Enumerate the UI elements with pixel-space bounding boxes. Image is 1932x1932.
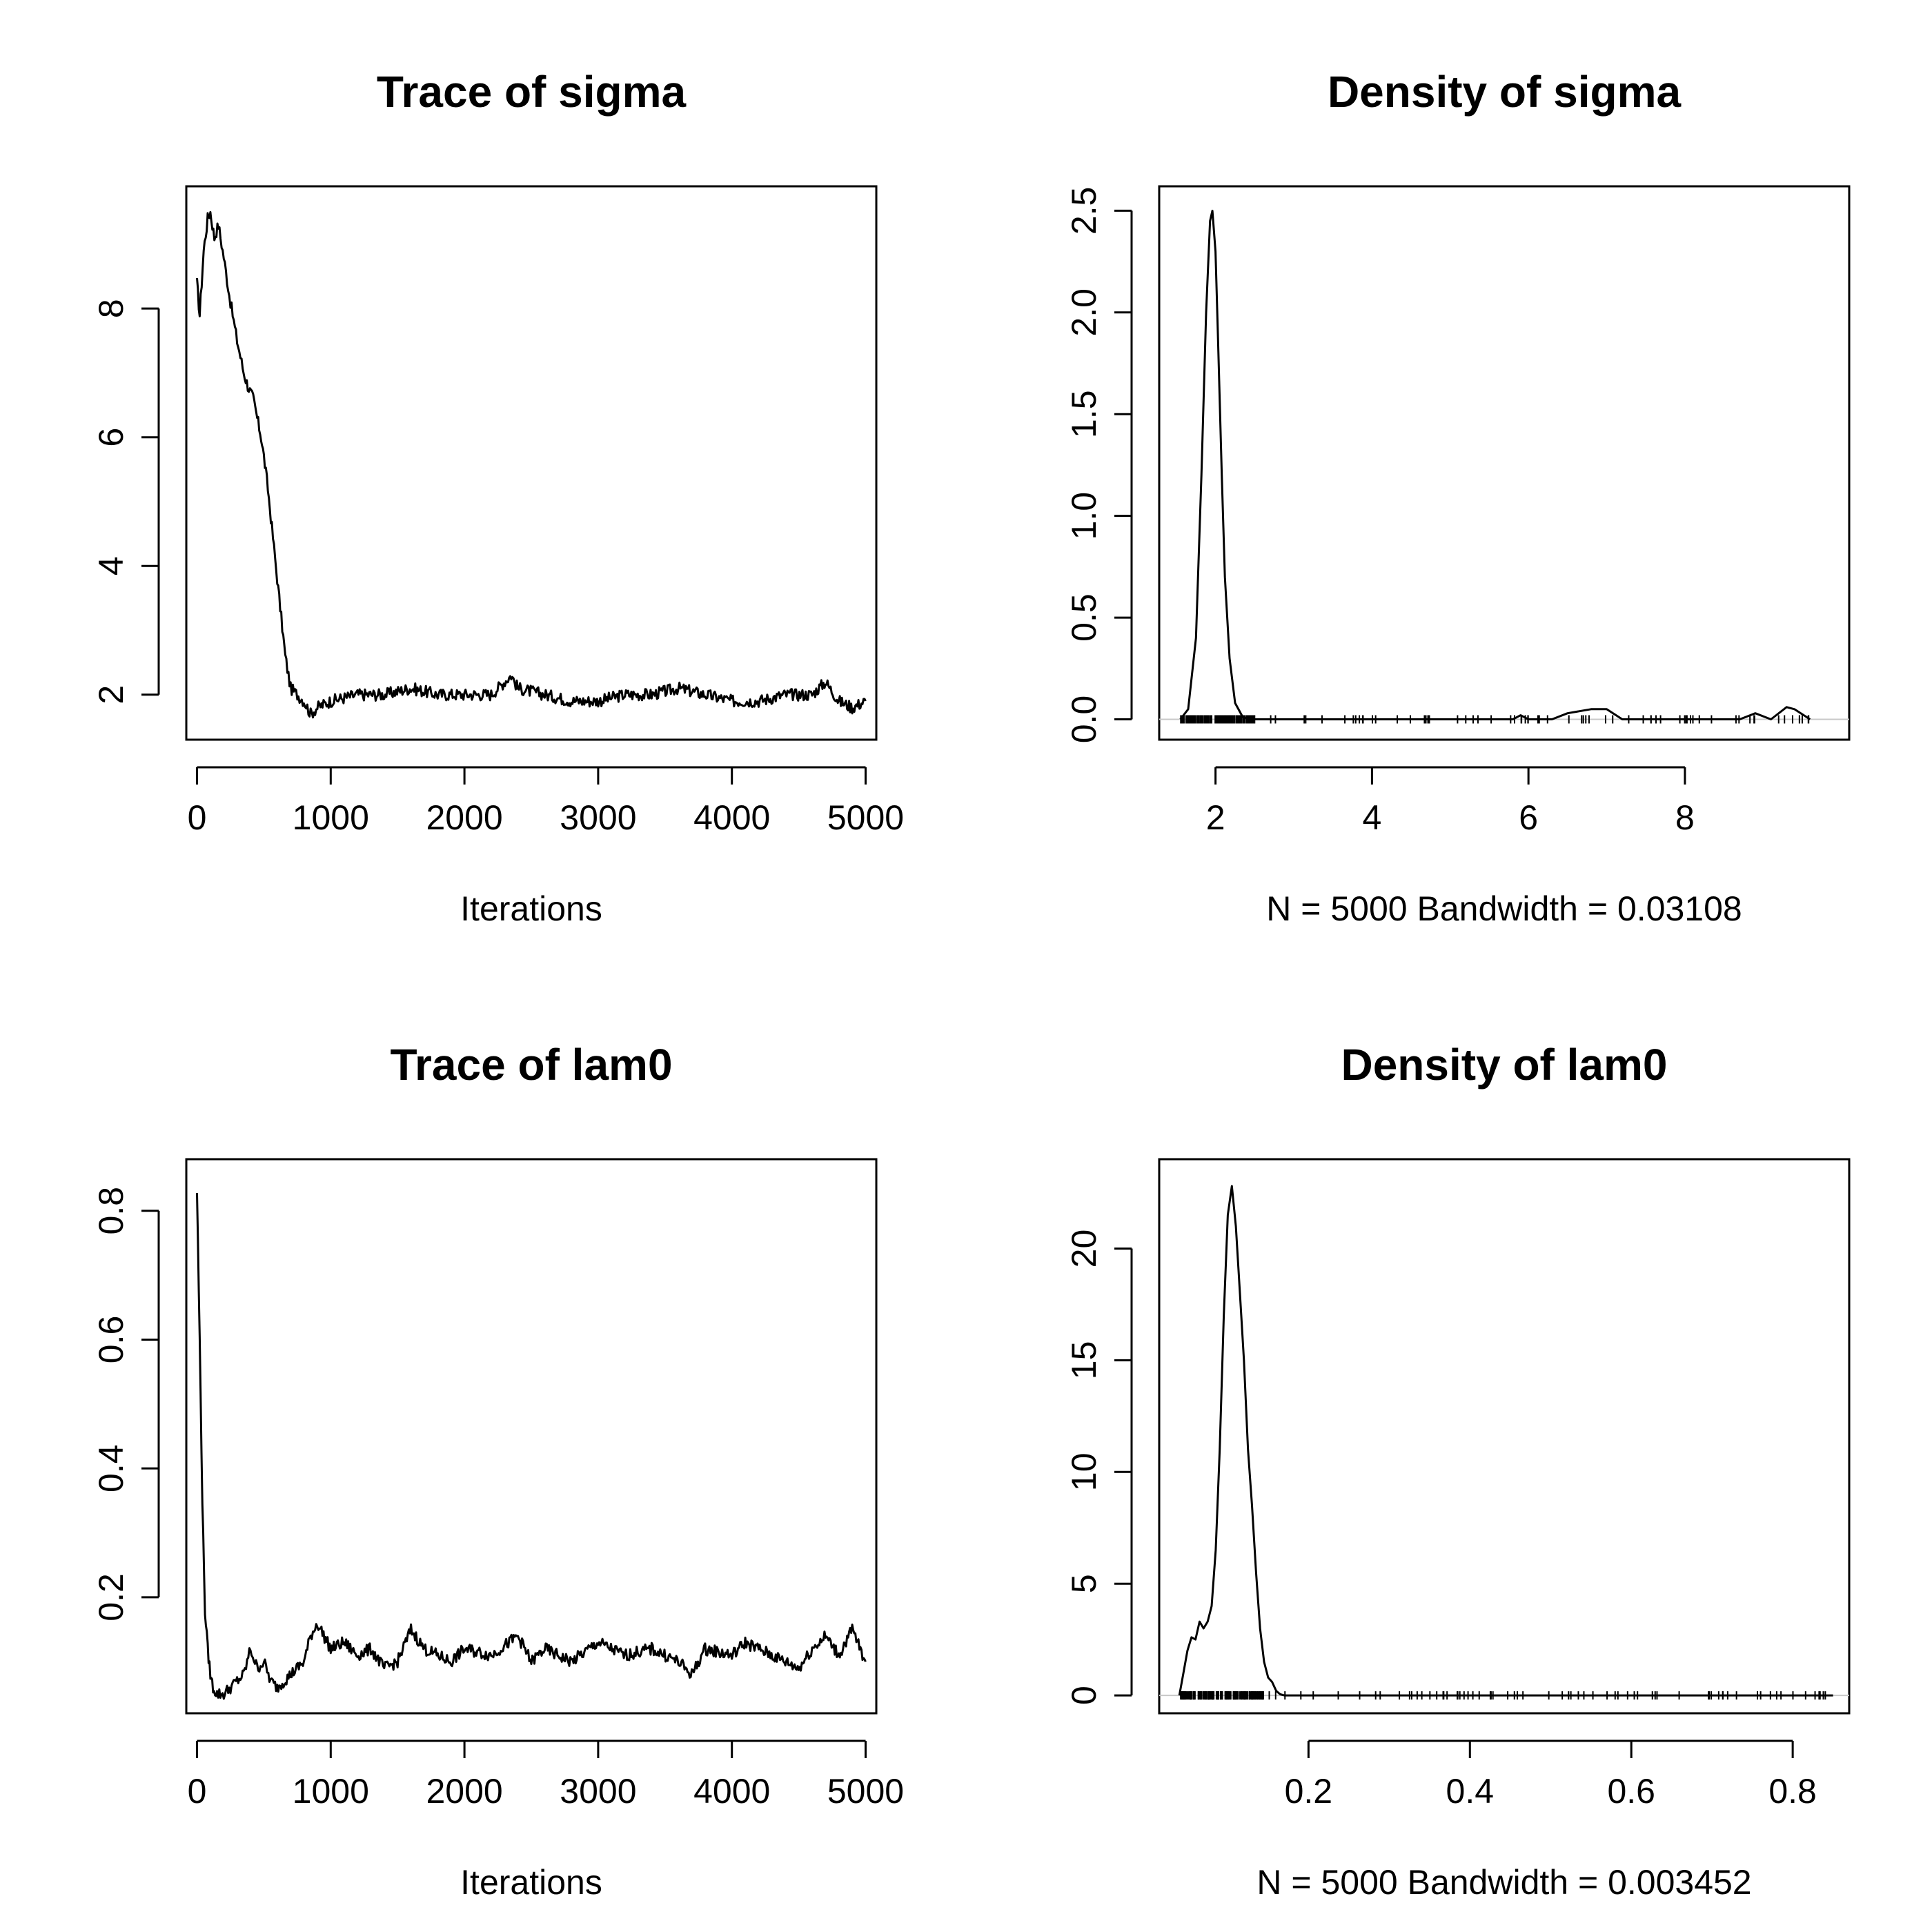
- x-tick-label: 6: [1519, 798, 1538, 837]
- y-tick-label: 1.0: [1065, 492, 1103, 540]
- x-tick-label: 2: [1206, 798, 1225, 837]
- y-tick-label: 2: [92, 685, 130, 704]
- x-tick-label: 8: [1675, 798, 1695, 837]
- y-tick-label: 2.5: [1065, 187, 1103, 235]
- panel-1: Density of sigma 2 4 6 8 0.0 0.5 1.0 1.5 2.0 2.5 N …: [1065, 67, 1851, 928]
- rug-marks: [1180, 1691, 1826, 1700]
- series-line: [196, 1193, 867, 1700]
- x-tick-label: 0: [188, 1772, 207, 1811]
- plot-frame: [185, 185, 878, 741]
- y-tick-label: 8: [92, 299, 130, 318]
- y-tick-label: 2.0: [1065, 288, 1103, 337]
- x-tick-label: 2000: [426, 798, 502, 837]
- y-tick-label: 20: [1065, 1230, 1103, 1268]
- x-tick-label: 1000: [293, 1772, 369, 1811]
- y-tick-label: 0.8: [92, 1187, 130, 1235]
- y-tick-label: 0.0: [1065, 696, 1103, 744]
- panel-title: Density of lam0: [1341, 1040, 1667, 1090]
- x-tick-label: 4000: [693, 1772, 770, 1811]
- y-tick-label: 1.5: [1065, 390, 1103, 438]
- panel-title: Trace of sigma: [377, 67, 687, 117]
- series-line: [1178, 1185, 1833, 1697]
- plot-frame: [1158, 1158, 1851, 1715]
- panel-0: Trace of sigma 0 1000 2000 3000 4000 5000 2 4 6 8 I…: [92, 67, 904, 928]
- panel-title: Trace of lam0: [390, 1040, 672, 1090]
- x-tick-label: 0.4: [1446, 1772, 1495, 1811]
- x-tick-label: 3000: [560, 798, 636, 837]
- y-tick-label: 6: [92, 428, 130, 447]
- x-axis-label: N = 5000 Bandwidth = 0.003452: [1256, 1863, 1751, 1902]
- x-tick-label: 0: [188, 798, 207, 837]
- panel-2: Trace of lam0 0 1000 2000 3000 4000 5000 0.2 0.4…: [92, 1040, 904, 1902]
- x-tick-label: 0.8: [1768, 1772, 1817, 1811]
- x-tick-label: 2000: [426, 1772, 502, 1811]
- y-tick-label: 10: [1065, 1452, 1103, 1491]
- y-tick-label: 0.5: [1065, 593, 1103, 642]
- plot-frame: [1158, 185, 1851, 741]
- y-tick-label: 4: [92, 556, 130, 575]
- y-tick-label: 0.6: [92, 1316, 130, 1364]
- y-tick-label: 5: [1065, 1574, 1103, 1593]
- x-axis-label: Iterations: [460, 889, 602, 928]
- x-tick-label: 1000: [293, 798, 369, 837]
- series-line: [196, 210, 867, 719]
- x-tick-label: 5000: [827, 798, 904, 837]
- plot-frame: [185, 1158, 878, 1715]
- panel-title: Density of sigma: [1328, 67, 1682, 117]
- x-tick-label: 3000: [560, 1772, 636, 1811]
- y-tick-label: 0.2: [92, 1573, 130, 1621]
- x-tick-label: 0.2: [1285, 1772, 1333, 1811]
- x-axis-label: N = 5000 Bandwidth = 0.03108: [1266, 889, 1742, 928]
- series-line: [1179, 209, 1811, 720]
- y-tick-label: 0.4: [92, 1444, 130, 1492]
- y-tick-label: 0: [1065, 1686, 1103, 1705]
- x-axis-label: Iterations: [460, 1863, 602, 1902]
- x-tick-label: 5000: [827, 1772, 904, 1811]
- x-tick-label: 4: [1362, 798, 1381, 837]
- panel-3: Density of lam0 0.2 0.4 0.6 0.8 0 5 10 15 20 N = 5…: [1065, 1040, 1851, 1902]
- x-tick-label: 4000: [693, 798, 770, 837]
- rug-marks: [1180, 715, 1810, 724]
- x-tick-label: 0.6: [1607, 1772, 1655, 1811]
- y-tick-label: 15: [1065, 1341, 1103, 1380]
